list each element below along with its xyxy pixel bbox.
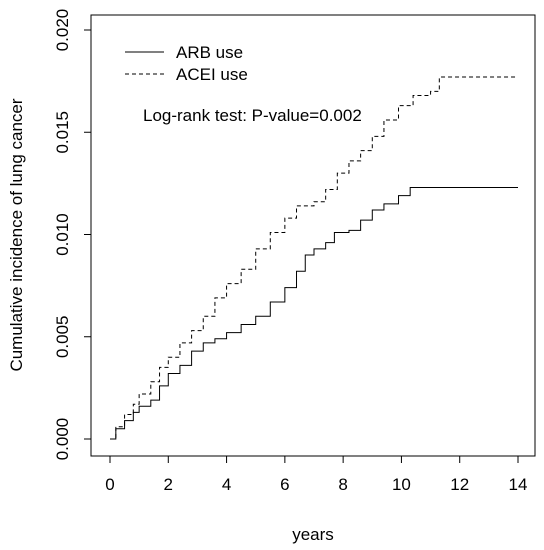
y-axis: 0.000 0.005 0.010 0.015 0.020 — [53, 9, 92, 461]
x-tick-label: 14 — [509, 475, 528, 494]
y-tick-label: 0.020 — [53, 9, 72, 52]
x-tick-label: 0 — [105, 475, 114, 494]
y-tick-label: 0.010 — [53, 213, 72, 256]
x-tick-label: 10 — [392, 475, 411, 494]
legend-label-arb: ARB use — [176, 43, 243, 62]
series-group — [110, 76, 518, 440]
legend: ARB use ACEI use — [125, 43, 248, 84]
x-tick-label: 8 — [338, 475, 347, 494]
x-tick-label: 4 — [222, 475, 231, 494]
y-tick-label: 0.005 — [53, 315, 72, 358]
x-tick-label: 12 — [450, 475, 469, 494]
plot-frame — [90, 14, 536, 457]
log-rank-annotation: Log-rank test: P-value=0.002 — [143, 106, 362, 125]
x-tick-label: 6 — [280, 475, 289, 494]
y-tick-label: 0.015 — [53, 111, 72, 154]
x-axis: 0 2 4 6 8 10 12 14 — [105, 455, 528, 494]
y-tick-label: 0.000 — [53, 418, 72, 461]
x-axis-title: years — [292, 525, 334, 544]
legend-label-acei: ACEI use — [176, 65, 248, 84]
y-axis-title: Cumulative incidence of lung cancer — [7, 98, 26, 371]
x-tick-label: 2 — [164, 475, 173, 494]
series-line-acei — [110, 76, 518, 440]
series-line-arb — [110, 186, 518, 440]
